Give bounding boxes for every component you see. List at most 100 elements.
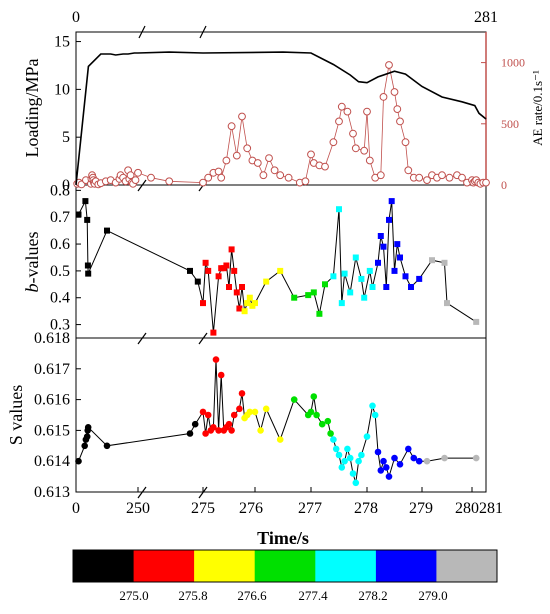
b-value-point [277,267,284,274]
loading-y-tick-label: 15 [54,34,70,51]
colorbar-frame [72,549,498,583]
s-values-y-tick-label: 0.618 [34,330,70,347]
y-axis-label-b-values: b-values [22,232,42,293]
ae-rate-point [259,171,268,180]
ae-rate-series-line [76,64,486,185]
b-value-point [441,259,448,266]
colorbar-segment [133,550,195,582]
bottom-break-2 [198,486,208,499]
bottom-break-1 [137,486,147,499]
b-value-point [416,275,423,282]
colorbar-segment [436,550,498,582]
time-tick-276: 276 [239,500,263,517]
colorbar [73,550,498,582]
ae-rate-y-tick-label: 0 [501,178,507,192]
axis-break-marks [137,25,208,499]
b-values-y-tick-label: 0.5 [50,263,70,280]
s-value-point [204,411,212,419]
s-value-point [371,411,379,419]
b-values-y-tick-label: 0.3 [50,317,70,334]
b-value-point [361,294,368,301]
s-values-y-tick-label: 0.616 [34,392,70,409]
panel-b-values-frame [75,184,487,339]
s-value-point [344,445,351,453]
s-value-point [374,448,382,456]
s-value-point [346,454,354,462]
colorbar-tick-278-2: 278.2 [358,588,387,603]
b-value-point [187,267,193,274]
s-value-point [410,454,418,462]
ae-rate-point [131,176,140,185]
s-value-point [396,461,404,468]
ae-rate-point [243,144,252,153]
loading-y-tick-label: 0 [62,177,70,194]
s-value-point [318,420,326,428]
s-values-y-tick-label: 0.615 [34,422,70,439]
ae-rate-point [238,112,246,121]
time-tick-279: 279 [409,500,433,517]
colorbar-segment [375,550,437,582]
b-value-point [231,267,238,274]
b-value-point [375,259,381,266]
b-values-y-tick-label: 0.6 [50,236,70,253]
s-value-point [217,371,225,379]
s-value-point [83,433,91,440]
b-value-point [408,284,414,290]
top-break-1 [138,25,146,39]
ae-rate-point [329,138,338,147]
ae-rate-point [265,154,273,163]
y-axis-label-loading: Loading/MPa [22,58,42,157]
ae-rate-y-tick-label: 500 [501,117,519,131]
b-value-point [194,278,201,285]
s-value-point [405,445,412,453]
s-value-point [423,457,431,465]
colorbar-segment [73,550,135,582]
ae-rate-y-tick-label: 1000 [501,56,525,70]
s-value-point [330,436,337,443]
b-value-point [380,243,387,250]
loading-y-tick-label: 10 [54,81,70,98]
ae-rate-point [415,173,424,182]
ae-rate-point [199,178,207,187]
b-value-point [310,289,317,296]
colorbar-tick-277-4: 277.4 [298,588,328,603]
colorbar-tick-275-8: 275.8 [178,588,207,603]
ae-rate-point [204,173,213,182]
b-value-point [341,270,348,277]
panel-loading-frame [75,31,487,186]
s-value-point [338,464,346,471]
b-value-point [383,284,390,290]
b-value-point [223,262,230,269]
b-value-point [377,233,384,239]
b-value-point [84,216,91,223]
y-axis-label-b-values-italic: b [22,283,42,292]
s-value-point [202,430,209,437]
s-value-point [380,457,387,465]
b-value-point [205,267,212,274]
s-value-point [335,451,343,459]
b-value-point [210,329,217,336]
b-value-point [215,273,222,280]
ae-rate-point [227,122,236,131]
ae-rate-point [343,107,352,116]
colorbar-tick-279-0: 279.0 [418,588,447,603]
s-value-point [472,454,480,462]
mid2-break-2 [198,332,208,345]
b-value-point [305,292,312,299]
b-value-point [236,305,243,312]
s-value-point [186,430,194,437]
b-value-point [352,254,359,261]
b-value-point [429,257,435,264]
s-value-point [355,457,362,465]
s-value-point [415,457,423,465]
s-value-point [327,430,334,437]
ae-rate-point [349,129,357,138]
b-value-point [366,267,373,274]
s-value-point [75,457,82,465]
top-break-2 [199,25,207,39]
s-value-point [358,451,365,459]
b-values-y-tick-label: 0.8 [50,182,70,199]
b-value-point [226,284,232,290]
ae-rate-point [270,166,279,175]
b-values-y-tick-label: 0.7 [50,209,70,226]
